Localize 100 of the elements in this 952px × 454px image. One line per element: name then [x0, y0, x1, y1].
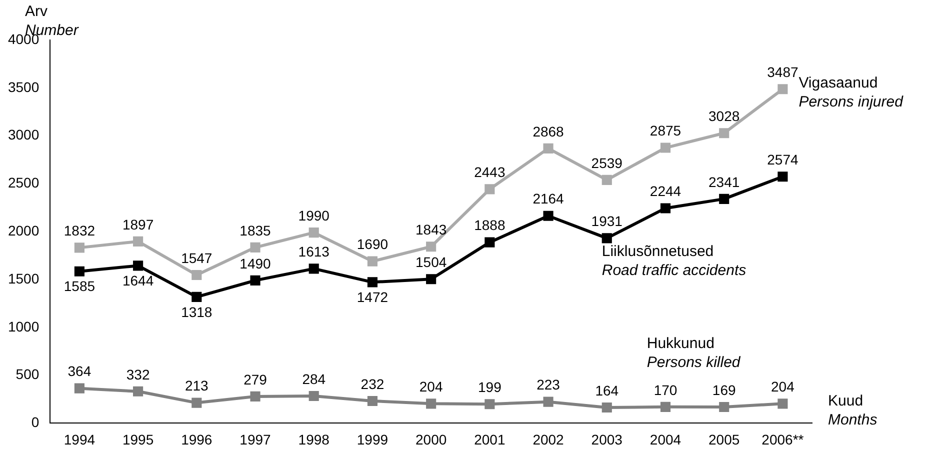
point — [192, 292, 202, 302]
data-label: 170 — [654, 382, 678, 398]
series-label: Liiklusõnnetused Road traffic accidents — [602, 242, 747, 279]
data-label: 1690 — [356, 236, 388, 252]
data-label: 1835 — [240, 222, 272, 238]
data-label: 204 — [419, 378, 443, 395]
point — [484, 184, 495, 194]
x-tick-label: 2002 — [532, 431, 564, 448]
point — [660, 203, 671, 214]
data-label: 1472 — [356, 289, 388, 306]
point — [308, 228, 319, 238]
point — [426, 274, 436, 284]
point — [602, 233, 612, 244]
data-label: 1490 — [240, 255, 272, 272]
x-tick-label: 1998 — [298, 431, 330, 448]
data-label: 2868 — [532, 123, 564, 140]
data-label: 213 — [184, 378, 209, 394]
data-label: 1318 — [181, 304, 212, 320]
y-tick-label: 1500 — [8, 270, 40, 286]
point — [426, 242, 436, 252]
point — [543, 143, 554, 154]
data-label: 1888 — [474, 217, 506, 234]
data-label: 169 — [712, 382, 736, 398]
point — [719, 194, 730, 204]
point — [660, 402, 671, 412]
point — [250, 391, 260, 402]
point — [367, 256, 378, 266]
data-label: 1931 — [591, 213, 623, 230]
point — [778, 398, 788, 409]
y-tick-label: 0 — [31, 414, 40, 430]
x-tick-label: 1997 — [240, 431, 272, 448]
data-label: 2341 — [708, 174, 740, 190]
point — [74, 383, 84, 394]
point — [426, 398, 436, 409]
point — [133, 260, 144, 271]
point — [484, 237, 495, 248]
y-tick-label: 3000 — [8, 126, 40, 143]
point — [192, 398, 202, 408]
data-label: 232 — [360, 376, 384, 392]
x-tick-label: 1994 — [64, 431, 96, 448]
data-label: 199 — [478, 378, 502, 395]
y-tick-label: 1000 — [8, 318, 40, 334]
data-label: 284 — [302, 370, 326, 387]
data-label: 204 — [771, 378, 795, 395]
point — [484, 399, 495, 410]
point — [192, 270, 202, 280]
x-tick-label: 2001 — [474, 431, 506, 448]
data-label: 2574 — [767, 151, 798, 168]
x-tick-label: 2003 — [591, 431, 623, 448]
data-label: 332 — [126, 366, 150, 382]
data-label: 1897 — [122, 216, 154, 232]
point — [367, 396, 378, 406]
data-label: 164 — [595, 382, 619, 398]
data-label: 3487 — [767, 64, 798, 80]
x-tick-label: 1996 — [181, 431, 212, 448]
point — [250, 275, 260, 286]
data-label: 1585 — [64, 278, 96, 294]
point — [602, 174, 612, 185]
data-label: 1613 — [298, 244, 330, 260]
data-label: 3028 — [708, 108, 740, 124]
x-tick-label: 2005 — [708, 431, 740, 448]
data-label: 2875 — [650, 122, 682, 139]
data-label: 2244 — [650, 183, 682, 200]
point — [543, 210, 554, 221]
data-label: 1644 — [122, 272, 154, 289]
point — [74, 242, 84, 253]
x-tick-label: 1999 — [356, 431, 388, 448]
point — [74, 266, 84, 276]
data-label: 1990 — [298, 207, 330, 224]
y-tick-label: 3500 — [8, 78, 40, 95]
y-tick-label: 2000 — [8, 222, 40, 238]
text: Hukkunud Persons killed — [646, 334, 741, 371]
point — [719, 128, 730, 138]
point — [778, 84, 788, 94]
point — [778, 172, 788, 182]
point — [719, 402, 730, 412]
x-axis-title: Kuud Months — [828, 392, 878, 428]
x-tick-label: 2004 — [650, 431, 682, 448]
point — [133, 386, 144, 396]
data-label: 1504 — [415, 254, 447, 270]
y-tick-label: 500 — [16, 366, 40, 382]
data-label: 223 — [536, 376, 560, 393]
point — [367, 277, 378, 288]
data-label: 2164 — [532, 190, 564, 207]
data-label: 1547 — [181, 250, 212, 266]
point — [660, 142, 671, 153]
data-label: 279 — [244, 371, 268, 388]
data-label: 1843 — [415, 222, 447, 238]
data-label: 364 — [68, 363, 92, 380]
point — [308, 264, 319, 274]
x-tick-label: 2006** — [762, 431, 804, 448]
point — [308, 390, 319, 402]
point — [602, 402, 612, 413]
data-label: 2443 — [474, 164, 506, 180]
point — [133, 236, 144, 247]
data-label: 2539 — [591, 154, 623, 171]
point — [543, 396, 554, 407]
x-tick-label: 1995 — [122, 431, 154, 448]
y-tick-label: 2500 — [8, 174, 40, 191]
series-label: Vigasaanud Persons injured — [798, 74, 904, 110]
